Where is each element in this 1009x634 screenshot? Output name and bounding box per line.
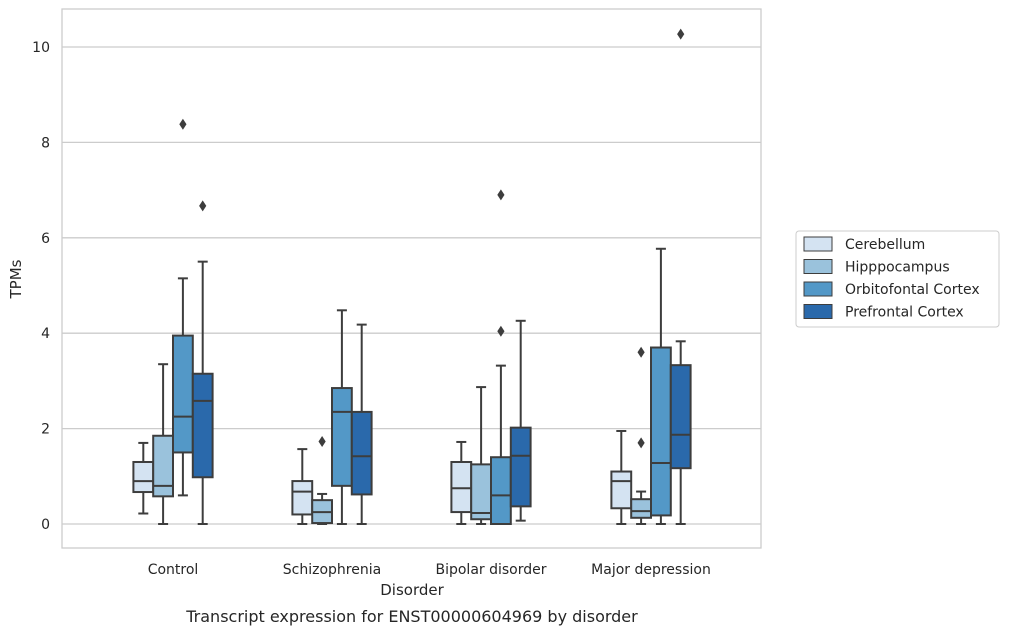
outlier-point xyxy=(677,28,685,40)
x-axis-label: Disorder xyxy=(380,581,444,599)
y-tick-labels: 0 2 4 6 8 10 xyxy=(32,40,50,533)
legend: Cerebellum Hipppocampus Orbitofontal Corte… xyxy=(795,230,1000,328)
y-tick-label: 8 xyxy=(41,135,50,151)
box-cerebellum xyxy=(610,429,633,525)
chart-caption: Transcript expression for ENST0000060496… xyxy=(185,607,638,626)
legend-swatch xyxy=(803,304,833,319)
legend-label: Prefrontal Cortex xyxy=(845,305,964,321)
box-hipppocampus xyxy=(630,346,653,525)
box-iqr xyxy=(350,410,373,496)
legend-swatch xyxy=(803,281,833,297)
box-iqr xyxy=(450,460,473,514)
box-orbitofontal-cortex xyxy=(490,189,512,525)
plot-area-frame xyxy=(61,8,762,549)
box-iqr xyxy=(152,434,174,498)
box-orbitofontal-cortex xyxy=(331,309,353,525)
x-tick-labels: Control Schizophrenia Bipolar disorder Majo… xyxy=(148,562,711,578)
box-hipppocampus xyxy=(152,363,174,525)
outlier-point xyxy=(318,435,326,447)
box-iqr xyxy=(650,346,672,517)
box-iqr xyxy=(291,480,314,516)
outlier-point xyxy=(497,189,505,201)
x-tick-label: Major depression xyxy=(591,562,711,578)
outlier-point xyxy=(637,346,645,358)
box-iqr xyxy=(172,334,194,454)
y-tick-label: 6 xyxy=(41,231,50,247)
box-cerebellum xyxy=(291,448,314,525)
legend-frame xyxy=(795,230,1000,328)
box-iqr xyxy=(669,364,692,470)
outlier-point xyxy=(637,437,645,449)
box-prefrontal-cortex xyxy=(191,200,214,525)
y-tick-label: 0 xyxy=(41,517,50,533)
box-prefrontal-cortex xyxy=(509,319,532,522)
y-tick-label: 4 xyxy=(41,326,50,342)
box-hipppocampus xyxy=(470,386,493,525)
legend-label: Cerebellum xyxy=(845,237,925,253)
outlier-point xyxy=(497,325,505,337)
box-iqr xyxy=(509,426,532,508)
box-orbitofontal-cortex xyxy=(650,247,672,525)
box-iqr xyxy=(490,456,512,525)
y-axis-label: TPMs xyxy=(7,259,25,299)
x-tick-label: Schizophrenia xyxy=(283,562,381,578)
box-iqr xyxy=(610,470,633,510)
legend-label: Hipppocampus xyxy=(845,260,950,276)
box-cerebellum xyxy=(450,440,473,525)
box-prefrontal-cortex xyxy=(350,323,373,525)
box-iqr xyxy=(331,387,353,487)
outlier-point xyxy=(199,200,207,212)
outlier-point xyxy=(179,118,187,130)
box-iqr xyxy=(630,498,653,519)
box-iqr xyxy=(132,460,155,494)
box-iqr xyxy=(191,372,214,479)
legend-swatch xyxy=(803,259,833,274)
x-tick-label: Bipolar disorder xyxy=(435,562,546,578)
box-series xyxy=(132,28,692,525)
box-iqr xyxy=(470,463,493,521)
y-tick-label: 10 xyxy=(32,40,50,56)
box-prefrontal-cortex xyxy=(669,28,692,525)
box-cerebellum xyxy=(132,441,155,515)
y-tick-label: 2 xyxy=(41,422,50,438)
box-hipppocampus xyxy=(311,435,334,525)
x-tick-label: Control xyxy=(148,562,199,578)
legend-swatch xyxy=(803,236,833,252)
legend-label: Orbitofontal Cortex xyxy=(845,282,980,298)
box-orbitofontal-cortex xyxy=(172,118,194,497)
